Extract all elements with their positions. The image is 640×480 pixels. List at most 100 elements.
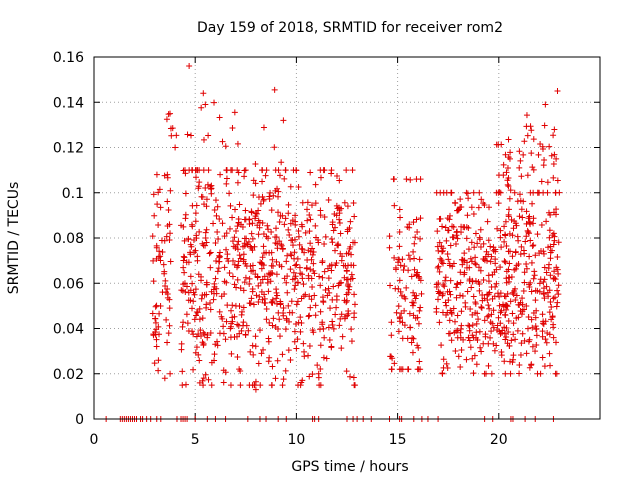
data-point: [505, 274, 512, 281]
data-point: [204, 181, 211, 188]
data-point: [256, 224, 263, 231]
data-point: [277, 300, 284, 307]
data-point: [265, 338, 272, 345]
data-point: [227, 202, 234, 209]
data-point: [260, 243, 267, 250]
data-point: [547, 249, 554, 256]
data-point: [472, 261, 479, 268]
data-point: [555, 239, 562, 246]
data-point: [273, 286, 280, 293]
data-point: [280, 117, 287, 124]
data-point: [275, 209, 282, 216]
data-point: [198, 295, 205, 302]
data-point: [396, 206, 403, 213]
data-point: [403, 284, 410, 291]
data-point: [465, 246, 472, 253]
data-point: [448, 310, 455, 317]
data-point: [166, 322, 173, 329]
data-point: [278, 242, 285, 249]
data-point: [470, 370, 477, 377]
data-point: [300, 340, 307, 347]
data-point: [242, 207, 249, 214]
data-point: [259, 178, 266, 185]
data-point: [387, 353, 394, 360]
data-point: [304, 206, 311, 213]
data-point: [308, 296, 315, 303]
data-point: [222, 143, 229, 150]
data-point: [348, 271, 355, 278]
y-tick-label: 0.14: [53, 95, 84, 111]
data-point: [478, 196, 485, 203]
data-point: [555, 291, 562, 298]
data-point: [532, 287, 539, 294]
data-point: [162, 277, 169, 284]
data-point: [409, 335, 416, 342]
data-point: [502, 232, 509, 239]
data-point: [200, 342, 207, 349]
data-point: [538, 222, 545, 229]
data-point: [189, 280, 196, 287]
data-point: [214, 203, 221, 210]
data-point: [200, 382, 207, 389]
data-point: [321, 240, 328, 247]
data-point: [207, 306, 214, 313]
data-point: [292, 321, 299, 328]
data-point: [273, 295, 280, 302]
data-point: [312, 222, 319, 229]
data-point: [320, 354, 327, 361]
data-point: [193, 174, 200, 181]
data-point: [232, 227, 239, 234]
data-point: [196, 228, 203, 235]
data-point: [280, 304, 287, 311]
data-point: [260, 250, 267, 257]
data-point: [467, 306, 474, 313]
data-point: [472, 230, 479, 237]
data-point: [248, 268, 255, 275]
data-point: [549, 313, 556, 320]
data-point: [524, 325, 531, 332]
data-point: [205, 167, 212, 174]
data-point: [198, 104, 205, 111]
data-point: [178, 287, 185, 294]
data-point: [444, 288, 451, 295]
data-point: [546, 331, 553, 338]
data-point: [156, 331, 163, 338]
data-point: [200, 329, 207, 336]
data-point: [281, 175, 288, 182]
data-point: [325, 285, 332, 292]
data-point: [439, 248, 446, 255]
data-point: [517, 157, 524, 164]
data-point: [317, 366, 324, 373]
data-point: [469, 311, 476, 318]
data-point: [229, 124, 236, 131]
data-point: [453, 284, 460, 291]
data-point: [216, 216, 223, 223]
data-point: [193, 344, 200, 351]
data-point: [325, 324, 332, 331]
data-point: [324, 265, 331, 272]
data-point: [249, 262, 256, 269]
data-point: [269, 296, 276, 303]
data-point: [291, 249, 298, 256]
data-point: [181, 167, 188, 174]
data-point: [345, 250, 352, 257]
data-point: [252, 386, 259, 393]
data-point: [492, 260, 499, 267]
data-point: [306, 373, 313, 380]
data-point: [172, 144, 179, 151]
data-point: [550, 334, 557, 341]
data-point: [299, 377, 306, 384]
data-point: [240, 251, 247, 258]
data-point: [439, 370, 446, 377]
data-point: [414, 229, 421, 236]
data-point: [226, 225, 233, 232]
data-point: [153, 336, 160, 343]
data-point: [472, 254, 479, 261]
data-point: [320, 325, 327, 332]
x-tick-label: 15: [389, 432, 407, 448]
data-point: [551, 268, 558, 275]
data-point: [316, 273, 323, 280]
data-point: [266, 195, 273, 202]
data-point: [497, 290, 504, 297]
data-point: [493, 141, 500, 148]
